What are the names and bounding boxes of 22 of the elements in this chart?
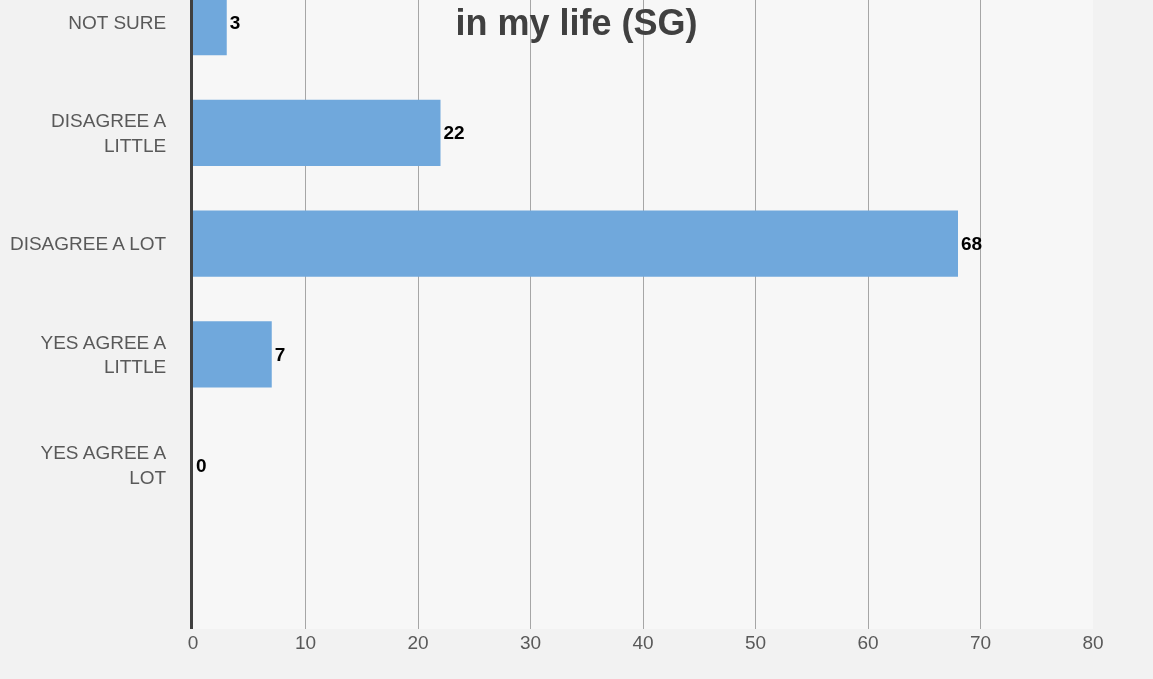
x-tick-label: 40 [632,632,654,653]
data-label: 0 [196,454,207,476]
y-tick-label: YES AGREE A LITTLE [40,331,167,378]
x-tick-label: 10 [294,632,317,653]
data-label: 22 [443,122,465,144]
bar [193,321,272,388]
x-tick-label: 70 [969,632,992,653]
y-tick-label: DISAGREE A LITTLE [51,110,167,156]
data-label: 3 [229,11,241,33]
y-tick-label: YES AGREE A LOT [40,442,167,489]
chart-title: in my life (SG) [455,2,698,44]
x-tick-label: 80 [1082,632,1104,653]
x-tick-label: 20 [407,632,429,653]
data-label: 68 [961,233,983,255]
x-tick-label: 50 [744,632,767,653]
x-tick-label: 60 [857,632,879,653]
bar [193,210,958,277]
data-label: 7 [274,343,286,365]
y-tick-label: DISAGREE A LOT [9,233,167,255]
x-tick-label: 30 [519,632,542,653]
x-tick-label: 0 [187,632,199,653]
y-tick-label: NOT SURE [68,11,167,33]
